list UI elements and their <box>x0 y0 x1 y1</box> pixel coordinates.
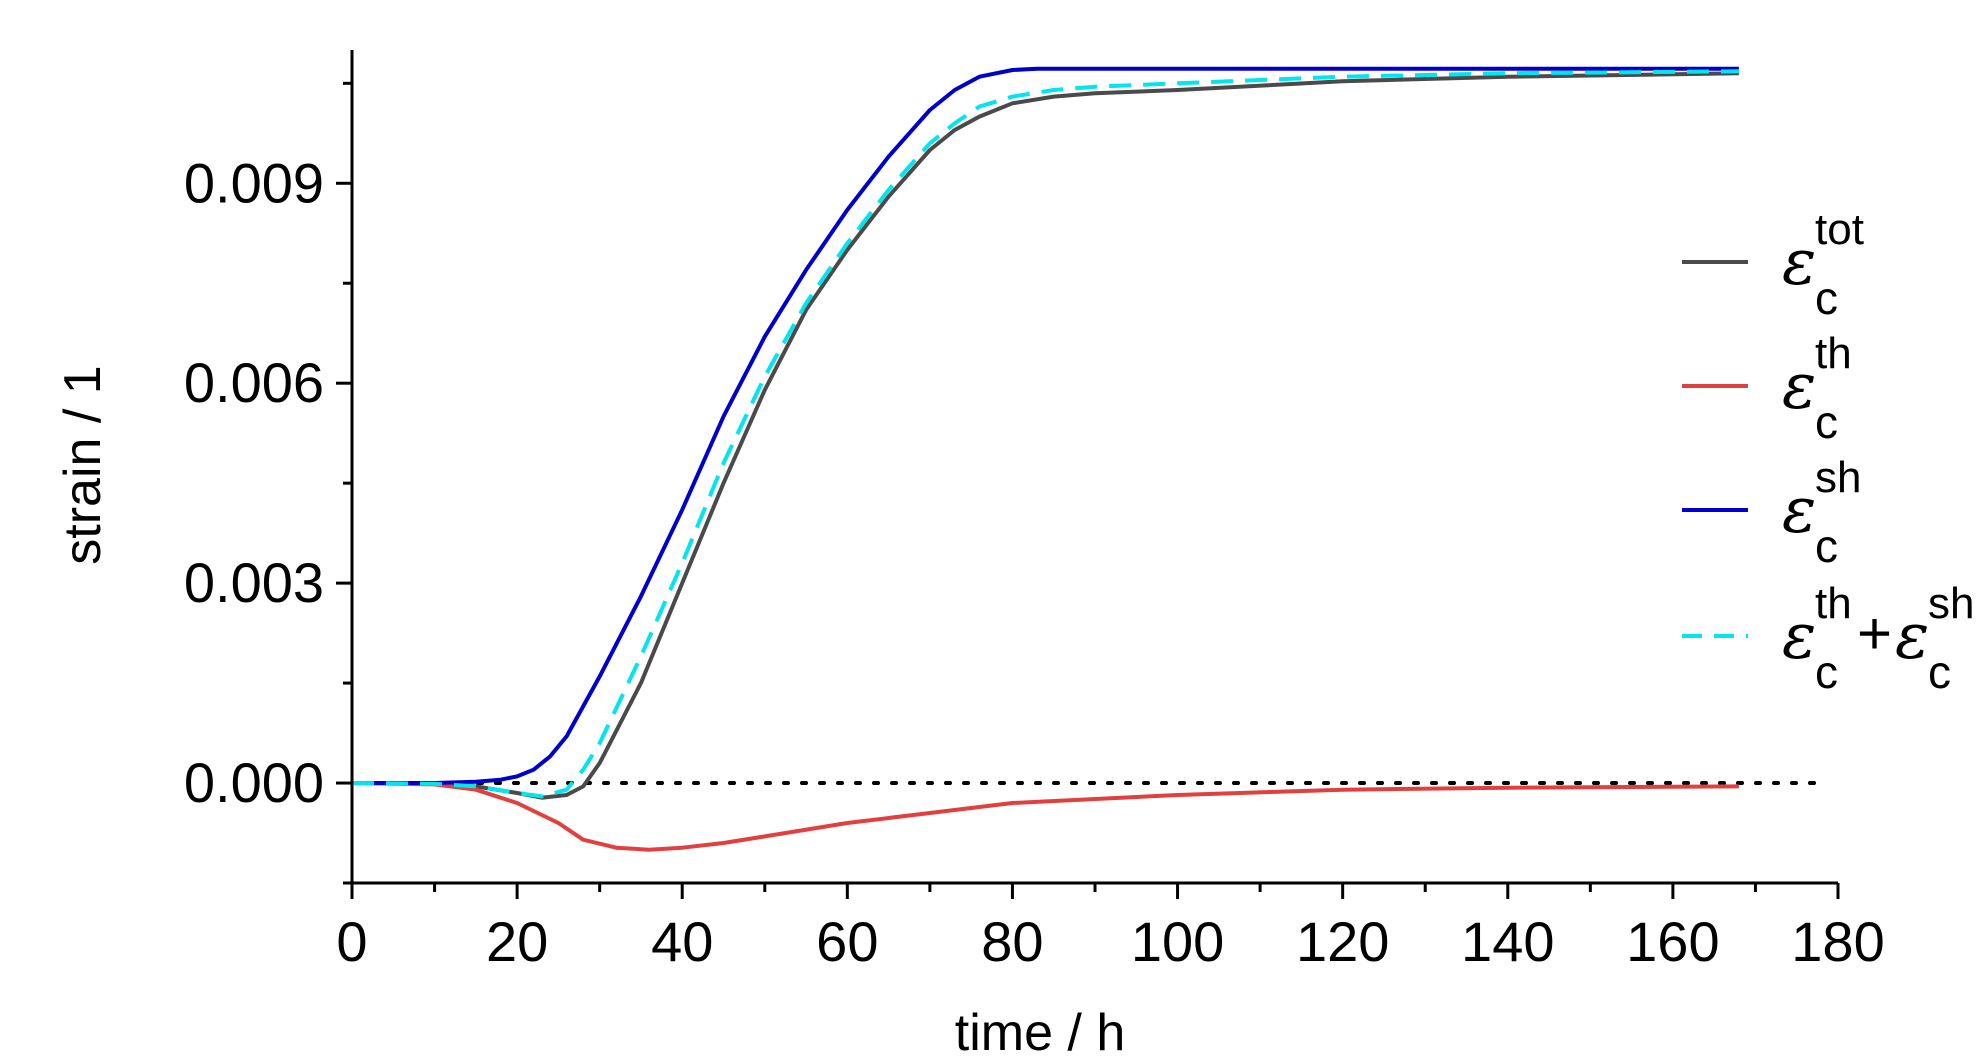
legend-symbol-tot: ε <box>1782 226 1816 300</box>
legend-subscript-th: c <box>1815 396 1838 448</box>
x-tick-label: 0 <box>336 910 367 973</box>
legend-superscript-tot: tot <box>1815 205 1864 254</box>
x-tick-label: 160 <box>1626 910 1719 973</box>
legend-symbol-sh: ε <box>1782 474 1816 548</box>
plot-lines <box>350 66 1824 852</box>
x-tick-label: 20 <box>486 910 548 973</box>
x-tick-label: 60 <box>816 910 878 973</box>
x-tick-label: 80 <box>981 910 1043 973</box>
legend-subscript-sum: c <box>1815 646 1838 698</box>
legend-subscript-tot: c <box>1815 272 1838 324</box>
legend-symbol-sum-2: ε <box>1895 600 1929 674</box>
y-tick-label: 0.003 <box>184 551 324 614</box>
series-line-tot <box>351 71 1739 800</box>
axes: 0 20 40 60 80 100 120 140 160 180 0.000 0.003 0.006 0… <box>184 50 1885 973</box>
legend-superscript-sum-2: sh <box>1928 579 1974 628</box>
legend-superscript-th: th <box>1815 329 1852 378</box>
legend-superscript-sum: th <box>1815 579 1852 628</box>
legend-subscript-sum-2: c <box>1928 646 1951 698</box>
series-line-th <box>351 781 1739 852</box>
legend-plus-sum: + <box>1857 600 1892 667</box>
y-tick-label: 0.006 <box>184 351 324 414</box>
series-line-sh <box>352 66 1739 785</box>
y-tick-label: 0.000 <box>184 751 324 814</box>
x-tick-label: 180 <box>1791 910 1884 973</box>
x-tick-label: 40 <box>651 910 713 973</box>
x-tick-label: 140 <box>1461 910 1554 973</box>
legend-superscript-sh: sh <box>1815 453 1861 502</box>
x-axis-title: time / h <box>955 1004 1126 1062</box>
x-tick-label: 100 <box>1131 910 1224 973</box>
y-axis-title: strain / 1 <box>54 365 112 564</box>
legend-symbol-th: ε <box>1782 350 1816 424</box>
legend-symbol-sum: ε <box>1782 600 1816 674</box>
y-tick-label: 0.009 <box>184 151 324 214</box>
series-line-sum <box>351 69 1739 799</box>
x-tick-label: 120 <box>1296 910 1389 973</box>
legend-subscript-sh: c <box>1815 520 1838 572</box>
